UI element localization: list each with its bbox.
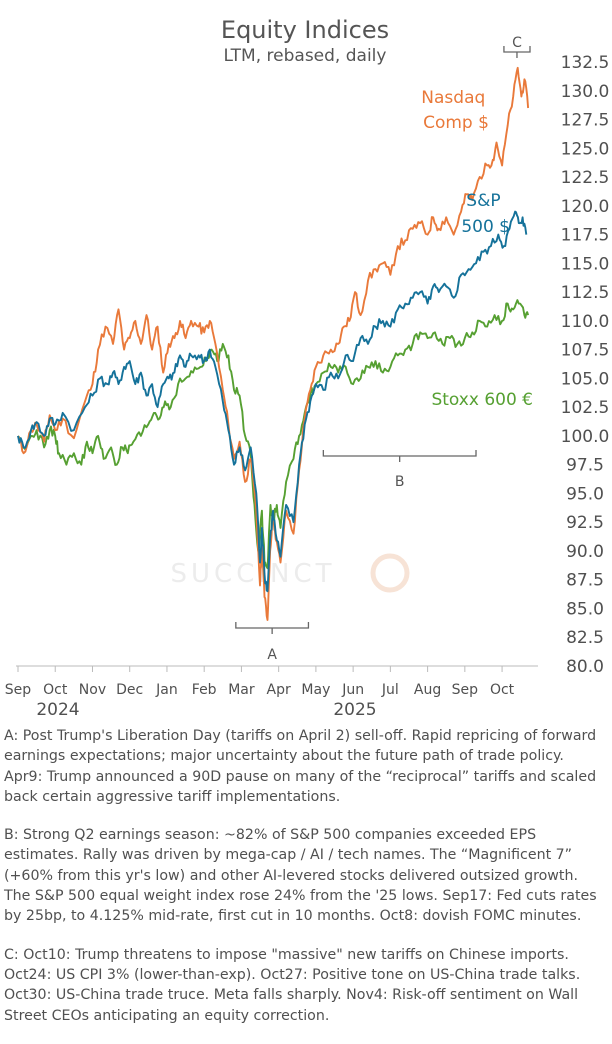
annotation-notes: A: Post Trump's Liberation Day (tariffs … — [4, 726, 604, 1044]
nasdaq-line — [17, 66, 530, 621]
y-tick-label: 122.5 — [561, 168, 610, 188]
y-tick-label: 102.5 — [561, 398, 610, 418]
bracket-b — [322, 450, 477, 462]
y-tick-label: 120.0 — [561, 197, 610, 217]
x-axis: Sep Oct Nov Dec Jan Feb Mar Apr May Jun Jul Aug Sep O… — [5, 666, 515, 698]
bracket-a — [235, 622, 310, 634]
x-tick-label: Jan — [155, 682, 178, 698]
y-axis: 80.0 82.5 85.0 87.5 90.0 92.5 95.0 97.5 100.0 102… — [561, 53, 610, 677]
y-tick-label: 132.5 — [561, 53, 610, 73]
x-tick-label: Sep — [5, 682, 32, 698]
y-tick-label: 115.0 — [561, 254, 610, 274]
nasdaq-label-line-1: Nasdaq — [421, 88, 485, 108]
series-lines — [17, 66, 530, 621]
nasdaq-label-line-2: Comp $ — [423, 113, 489, 133]
bracket-label-a: A — [267, 647, 277, 663]
watermark-text: SUCCINCT — [171, 559, 336, 589]
note-b: B: Strong Q2 earnings season: ~82% of S&… — [4, 827, 597, 925]
x-tick-label: May — [301, 682, 330, 698]
y-tick-label: 82.5 — [566, 628, 604, 648]
bracket-label-c: C — [512, 35, 522, 51]
year-label-2025: 2025 — [333, 700, 376, 720]
y-tick-label: 105.0 — [561, 369, 610, 389]
note-c: C: Oct10: Trump threatens to impose "mas… — [4, 946, 581, 1024]
y-tick-label: 100.0 — [561, 427, 610, 447]
note-a: A: Post Trump's Liberation Day (tariffs … — [4, 728, 597, 805]
x-tick-label: Mar — [228, 682, 255, 698]
bracket-label-b: B — [395, 474, 405, 490]
sp500-label: S&P 500 $ — [461, 191, 510, 237]
y-tick-label: 85.0 — [566, 599, 604, 619]
x-tick-label: Dec — [116, 682, 143, 698]
x-tick-label: Sep — [452, 682, 479, 698]
year-label-2024: 2024 — [36, 700, 79, 720]
sp500-label-line-1: S&P — [466, 191, 500, 211]
x-tick-label: Apr — [267, 682, 291, 698]
y-tick-label: 130.0 — [561, 82, 610, 102]
y-tick-label: 95.0 — [566, 484, 604, 504]
sp500-label-line-2: 500 $ — [461, 217, 510, 237]
y-tick-label: 80.0 — [566, 657, 604, 677]
y-tick-label: 112.5 — [561, 283, 610, 303]
y-tick-label: 107.5 — [561, 341, 610, 361]
bracket-c — [503, 46, 531, 58]
annotation-brackets: A B C — [235, 35, 531, 663]
stoxx-line — [17, 299, 530, 570]
y-tick-label: 97.5 — [566, 456, 604, 476]
chart-subtitle: LTM, rebased, daily — [224, 46, 387, 66]
chart-title: Equity Indices — [221, 16, 389, 44]
stoxx-label: Stoxx 600 € — [431, 390, 533, 410]
y-tick-label: 87.5 — [566, 571, 604, 591]
x-tick-label: Oct — [43, 682, 68, 698]
x-tick-label: Feb — [192, 682, 217, 698]
y-tick-label: 127.5 — [561, 111, 610, 131]
x-tick-label: Aug — [414, 682, 441, 698]
x-tick-label: Jul — [381, 682, 399, 698]
equity-indices-chart: Equity Indices LTM, rebased, daily SUCCI… — [5, 16, 610, 720]
y-tick-label: 125.0 — [561, 139, 610, 159]
sp500-line — [17, 210, 528, 593]
watermark-logo-icon — [370, 553, 410, 593]
x-tick-label: Jun — [341, 682, 364, 698]
nasdaq-label: Nasdaq Comp $ — [421, 88, 490, 133]
y-tick-label: 117.5 — [561, 226, 610, 246]
watermark: SUCCINCT — [171, 553, 410, 593]
y-tick-label: 92.5 — [566, 513, 604, 533]
x-tick-label: Nov — [79, 682, 106, 698]
y-tick-label: 90.0 — [566, 542, 604, 562]
y-tick-label: 110.0 — [561, 312, 610, 332]
x-tick-label: Oct — [490, 682, 515, 698]
